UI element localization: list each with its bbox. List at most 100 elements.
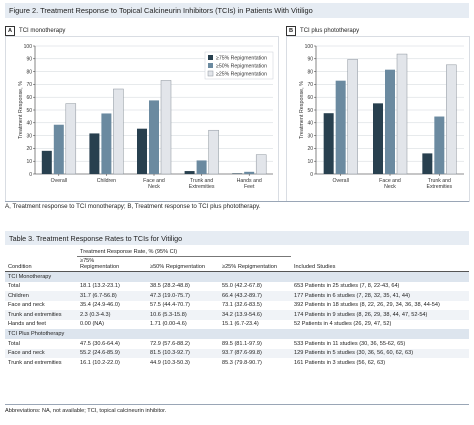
table-cell: 18.1 (13.2-23.1) (80, 283, 120, 290)
section-title: TCI Plus Phototherapy (5, 329, 469, 339)
x-tick-label: Feet (244, 184, 255, 190)
table-cell: 47.3 (19.0-75.7) (147, 291, 219, 301)
panel-a-letter: A (5, 26, 16, 36)
x-tick-label: Trunk and (190, 178, 213, 184)
bar (335, 80, 346, 174)
x-tick-label: Overall (332, 178, 348, 184)
panel-a-header: A TCI monotherapy (5, 26, 65, 36)
bar (244, 171, 255, 174)
y-tick-label: 0 (29, 172, 32, 178)
table-row: Total 18.1 (13.2-23.1) 38.5 (28.2-48.8) 55.… (5, 282, 469, 292)
table-bottom-rule (5, 404, 469, 405)
table-cell: 2.3 (0.3-4.3) (77, 310, 147, 320)
bar (184, 171, 195, 174)
header-studies: Included Studies (291, 256, 469, 272)
bar (196, 160, 207, 174)
table-cell: 93.7 (87.6-99.8) (219, 348, 291, 358)
bar (373, 103, 383, 174)
section-row: TCI Monotherapy (5, 271, 469, 282)
table-cell: Face and neck (5, 348, 77, 358)
bar (347, 59, 358, 175)
chart-a: 0 10 20 30 40 50 60 70 80 90 100 Treatment Response… (5, 36, 279, 202)
y-tick-label: 50 (26, 108, 32, 114)
section-title: TCI Monotherapy (5, 271, 469, 282)
bar (208, 129, 219, 175)
response-table: Treatment Response Rate, % (95% CI) Cond… (5, 248, 469, 368)
y-tick-label: 10 (26, 159, 32, 165)
table-cell: Face and neck (8, 302, 45, 309)
chart-b: 0 10 20 30 40 50 60 70 80 90 100 Treatment Response… (286, 36, 470, 202)
x-tick-label: Children (97, 178, 116, 184)
group-header: Treatment Response Rate, % (95% CI) (77, 248, 291, 257)
x-tick-label: Neck (384, 184, 396, 190)
y-tick-label: 100 (24, 44, 33, 50)
table-cell: 174 Patients in 9 studies (8, 26, 29, 38… (291, 310, 469, 320)
table-cell: 72.9 (57.6-88.2) (150, 340, 190, 347)
bar (255, 154, 267, 175)
bar (65, 103, 77, 175)
x-tick-label: Extremities (189, 184, 215, 190)
y-tick-label: 40 (26, 121, 32, 127)
x-tick-label: Hands and (237, 178, 262, 184)
table-cell: 85.3 (79.8-90.7) (222, 359, 262, 366)
table-cell: 10.6 (5.3-15.8) (147, 310, 219, 320)
y-tick-label: 10 (307, 159, 313, 165)
table-cell: 161 Patients in 3 studies (56, 62, 63) (294, 359, 386, 366)
table-row: Face and neck 55.2 (24.6-85.9) 81.5 (10.3-… (5, 348, 469, 358)
abbreviations: Abbreviations: NA, not available; TCI, t… (5, 408, 167, 414)
y-axis-label: Treatment Response, % (18, 81, 24, 139)
header-75-line2: Repigmentation (80, 264, 120, 270)
table-cell: 47.5 (30.6-64.4) (80, 340, 120, 347)
table-cell: 653 Patients in 25 studies (7, 8, 22-43,… (294, 283, 400, 290)
table-cell: 55.0 (42.2-67.8) (222, 283, 262, 290)
y-tick-label: 60 (26, 95, 32, 101)
y-tick-label: 60 (307, 95, 313, 101)
legend-swatch (208, 63, 213, 68)
bar (89, 133, 100, 174)
table-cell: 35.4 (24.9-46.0) (80, 302, 120, 309)
y-tick-label: 80 (26, 69, 32, 75)
table-cell: 66.4 (43.2-89.7) (219, 291, 291, 301)
table-body: TCI Monotherapy Total 18.1 (13.2-23.1) 38.5… (5, 271, 469, 368)
bar (113, 88, 124, 175)
panel-b-title: TCI plus phototherapy (300, 28, 360, 34)
x-tick-label: Face and (379, 178, 401, 184)
y-tick-label: 40 (307, 121, 313, 127)
figure-caption: A, Treatment response to TCI monotherapy… (5, 203, 261, 210)
table-cell: 0.00 (NA) (80, 321, 104, 328)
bar (422, 153, 433, 174)
x-tick-label: Extremities (427, 184, 453, 190)
table-cell: 55.2 (24.6-85.9) (77, 348, 147, 358)
legend-swatch (208, 55, 213, 60)
x-tick-label: Face and (143, 178, 165, 184)
legend-label: ≥75% Repigmentation (216, 55, 267, 61)
header-condition: Condition (5, 256, 77, 272)
table-cell: 73.1 (32.6-83.5) (222, 302, 262, 309)
table-cell: Total (8, 283, 20, 290)
bar (41, 150, 52, 174)
legend-label: ≥25% Repigmentation (216, 71, 267, 77)
table-row: Trunk and extremities 16.1 (10.2-22.0) 44.… (5, 358, 469, 368)
header-25: ≥25% Repigmentation (219, 256, 291, 272)
legend-label: ≥50% Repigmentation (216, 63, 267, 69)
bar (385, 69, 395, 174)
y-tick-label: 30 (26, 133, 32, 139)
table-cell: 15.1 (6.7-23.4) (222, 321, 259, 328)
panel-b-header: B TCI plus phototherapy (286, 26, 359, 36)
panel-a-title: TCI monotherapy (19, 28, 66, 34)
header-75-line1: ≥75% (80, 258, 95, 264)
table-cell: 392 Patients in 18 studies (8, 22, 26, 2… (294, 302, 440, 309)
y-tick-label: 70 (307, 82, 313, 88)
table-cell: 1.71 (0.00-4.6) (150, 321, 187, 328)
bar (149, 100, 159, 174)
legend-swatch (207, 70, 214, 77)
table-cell: 34.2 (13.9-54.6) (219, 310, 291, 320)
table-row: Children 31.7 (6.7-56.8) 47.3 (19.0-75.7) 6… (5, 291, 469, 301)
table-row: Hands and feet 0.00 (NA) 1.71 (0.00-4.6) 15… (5, 320, 469, 330)
bar (101, 113, 112, 174)
header-50: ≥50% Repigmentation (147, 256, 219, 272)
table-cell: 57.5 (44.4-70.7) (150, 302, 190, 309)
table-row: Face and neck 35.4 (24.9-46.0) 57.5 (44.4-… (5, 301, 469, 311)
table-cell: 533 Patients in 11 studies (30, 36, 55-6… (294, 340, 406, 347)
y-tick-label: 90 (26, 57, 32, 63)
